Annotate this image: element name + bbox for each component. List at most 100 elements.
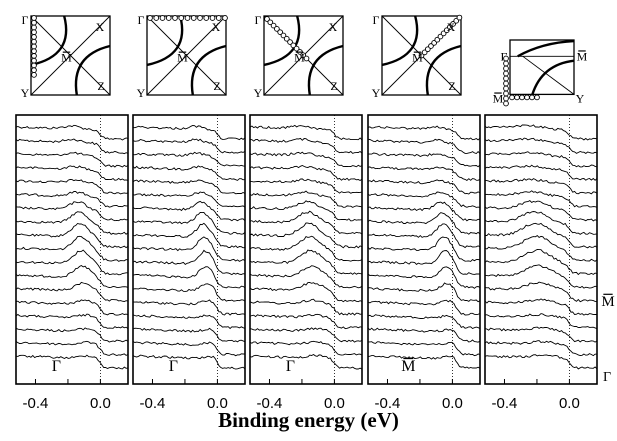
edc-curve <box>132 222 246 249</box>
cut-point <box>514 94 520 101</box>
edc-curve <box>132 151 246 167</box>
edc-curve <box>249 151 363 168</box>
cut-point <box>31 62 37 69</box>
x-tick-label: -0.4 <box>257 395 283 412</box>
edc-curve <box>484 326 598 343</box>
cut-point <box>503 85 509 92</box>
bz-inset-4 <box>381 14 463 96</box>
cut-point <box>184 15 191 21</box>
edc-curve <box>132 341 245 357</box>
cut-point <box>529 94 535 101</box>
cut-point <box>524 94 530 101</box>
edc-curve <box>484 137 598 154</box>
edc-panel-label: Γ <box>169 358 178 375</box>
edc-curve <box>15 340 129 356</box>
bz-inset-1 <box>30 15 111 96</box>
bz-diagonal <box>146 15 227 96</box>
edc-curve <box>15 179 129 195</box>
bz-inset-5 <box>503 39 575 107</box>
cut-point <box>290 42 297 49</box>
edc-curve <box>15 151 129 168</box>
edc-curve <box>367 152 481 168</box>
edc-curve <box>484 164 598 181</box>
bz-label-y: Y <box>137 86 146 100</box>
edc-panel-frame <box>15 114 129 385</box>
bz-label-x: X <box>96 20 105 34</box>
fermi-surface-arc <box>531 59 575 95</box>
edc-curve <box>367 282 481 303</box>
edc-curve <box>249 353 363 370</box>
cut-point <box>159 15 166 21</box>
fermi-surface-arc <box>517 39 575 58</box>
bz-label-x: X <box>212 20 221 34</box>
edc-panel-2 <box>132 114 246 385</box>
cut-point <box>222 15 228 21</box>
bz-label-z: Z <box>448 79 455 93</box>
edc-panel-label: Γ <box>52 358 61 375</box>
cut-point <box>280 32 287 39</box>
x-tick-label: -0.4 <box>23 395 49 412</box>
cut-point <box>287 39 293 45</box>
edc-curve <box>368 341 481 357</box>
cut-point <box>31 48 37 55</box>
cut-point <box>277 29 284 36</box>
edc-curve <box>132 266 246 289</box>
cut-point <box>165 15 172 21</box>
edc-curve <box>249 178 363 194</box>
bz-label-m: M <box>61 51 72 65</box>
edc-curve <box>367 179 481 195</box>
bz-label-z: Z <box>97 79 104 93</box>
edc-curve <box>484 298 598 316</box>
edc-curve <box>132 299 246 316</box>
edc-curve <box>15 249 128 276</box>
cut-point <box>31 57 37 64</box>
edc-curve <box>249 282 363 303</box>
edc-curve <box>132 200 246 222</box>
edc-curve <box>132 138 246 154</box>
edc-curve <box>15 222 129 249</box>
cut-point <box>31 19 37 26</box>
cut-point <box>209 15 216 21</box>
edc-curve <box>15 190 128 208</box>
edc-curve <box>484 249 598 276</box>
edc-panel-4 <box>367 114 481 385</box>
cut-point <box>270 22 277 29</box>
edc-curve <box>15 327 129 343</box>
edc-panel-label: M <box>401 358 415 375</box>
edc-curve <box>15 138 129 155</box>
bz-label-x: X <box>329 20 338 34</box>
cut-point <box>534 94 540 101</box>
cut-point <box>31 15 37 21</box>
edc-panel-3 <box>249 114 363 385</box>
edc-curve <box>367 212 481 235</box>
edc-curve <box>367 191 481 208</box>
edc-curve <box>367 125 481 141</box>
cut-point <box>293 45 300 52</box>
edc-curve <box>15 165 129 181</box>
cut-point <box>190 15 197 21</box>
x-tick-label: -0.4 <box>140 395 166 412</box>
cut-point <box>31 72 37 78</box>
edc-curve <box>249 222 363 249</box>
bz-label-gamma: Γ <box>255 13 262 27</box>
edc-curve <box>484 178 598 195</box>
edc-curve <box>367 236 481 262</box>
cut-point <box>203 15 210 21</box>
edc-curve <box>15 235 129 262</box>
edc-curve <box>484 354 598 370</box>
fermi-surface-arc <box>74 44 111 96</box>
x-tick-label: 0.0 <box>207 395 228 412</box>
cut-point <box>503 75 509 82</box>
edc-curve <box>132 236 246 262</box>
edc-curve <box>484 124 598 141</box>
cut-point <box>503 90 509 97</box>
edc-curve <box>132 354 246 370</box>
edc-curve <box>15 201 129 222</box>
edc-curve <box>485 222 598 249</box>
edc-curve <box>249 340 363 356</box>
cut-point <box>503 70 509 77</box>
edc-curve <box>132 249 246 276</box>
bz-label-m: M <box>493 91 504 105</box>
cut-point <box>503 65 509 72</box>
edc-curve <box>132 314 246 330</box>
